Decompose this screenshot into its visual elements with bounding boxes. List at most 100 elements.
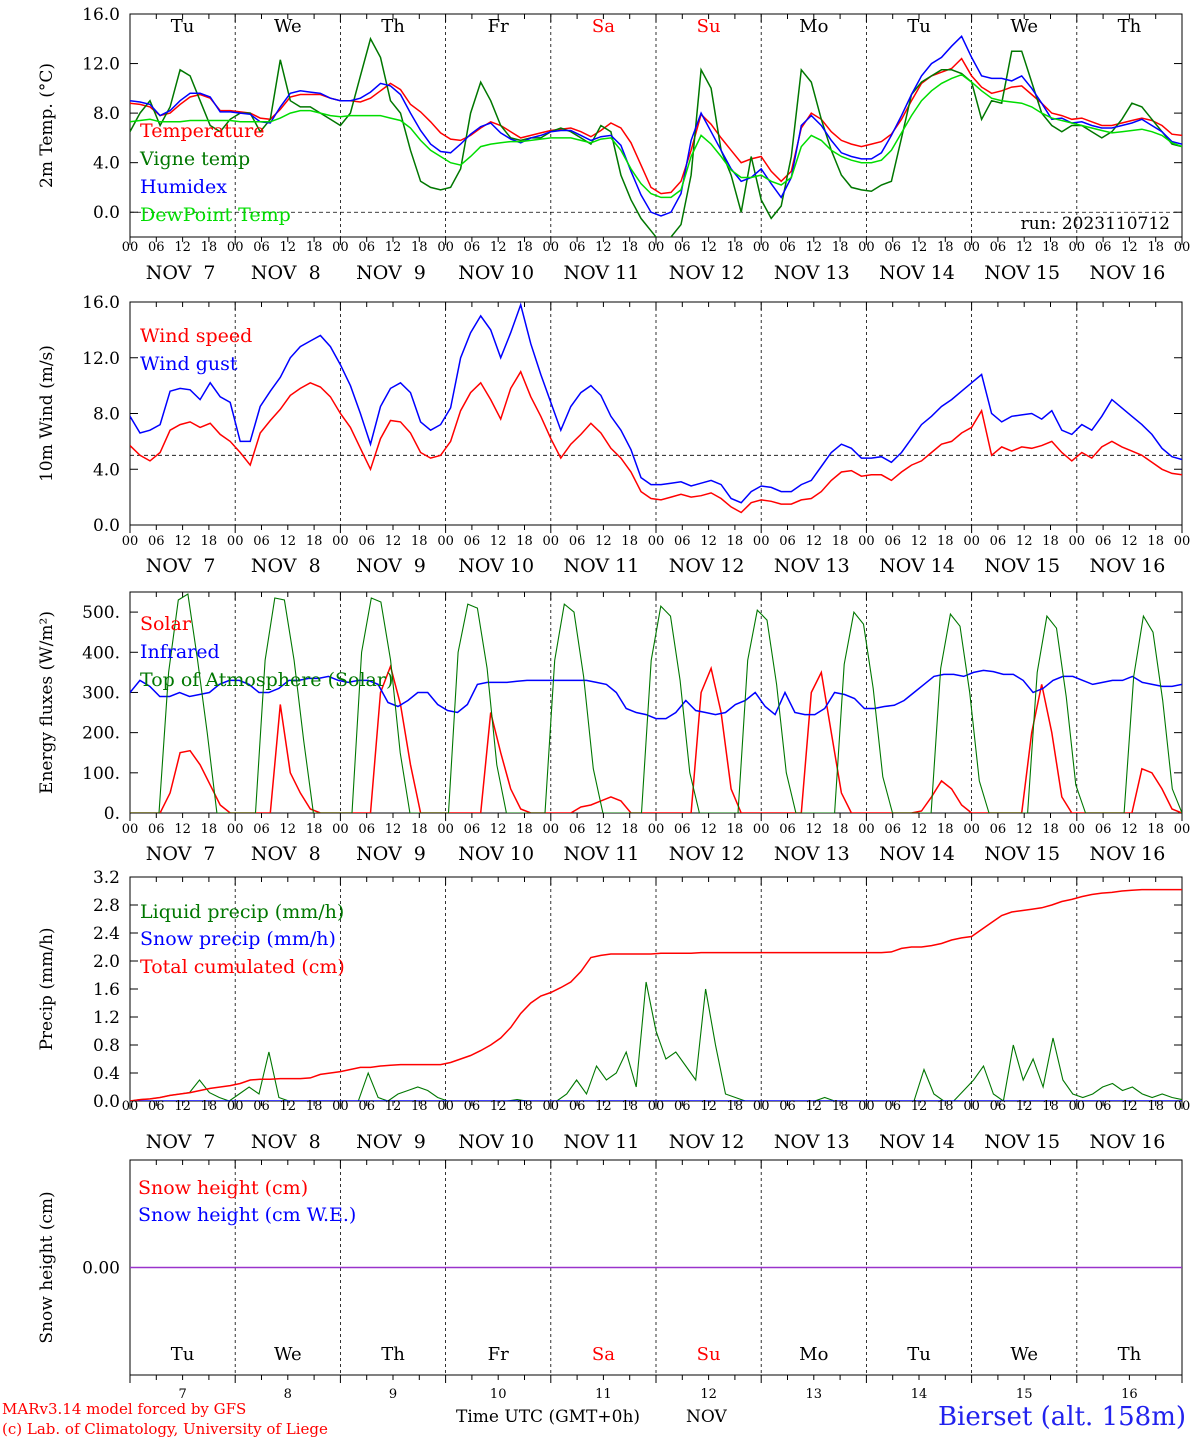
- y-tick-label: 3.2: [93, 868, 120, 888]
- date-label: NOV 9: [356, 1131, 426, 1153]
- hour-label: 06: [674, 822, 691, 837]
- date-label: NOV 11: [563, 843, 639, 865]
- hour-label: 06: [464, 534, 481, 549]
- hour-label: 00: [543, 534, 560, 549]
- hour-label: 06: [1095, 1099, 1112, 1114]
- date-label: NOV 8: [251, 555, 321, 577]
- hour-label: 06: [148, 822, 165, 837]
- x-axis-month: NOV: [686, 1407, 727, 1427]
- hour-label: 18: [516, 534, 533, 549]
- date-label: NOV 12: [669, 262, 745, 284]
- hour-label: 12: [806, 240, 823, 255]
- hour-label: 00: [332, 1099, 349, 1114]
- y-tick-label: 0.00: [82, 1259, 120, 1279]
- hour-label: 12: [700, 240, 717, 255]
- date-label: NOV 12: [669, 555, 745, 577]
- y-tick-label: 2.0: [93, 952, 120, 972]
- date-label: NOV 14: [879, 555, 955, 577]
- hour-label: 06: [358, 1099, 375, 1114]
- hour-label: 12: [595, 240, 612, 255]
- hour-label: 00: [122, 1099, 139, 1114]
- panel-precip-mm-h: 3.2 2.8 2.4 2.0 1.6 1.2 0.8 0.4 0.0 Precip (mm/h)…: [37, 868, 1190, 1153]
- day-of-week-label: We: [274, 1344, 302, 1365]
- y-tick-label: 0.0: [93, 1092, 120, 1112]
- day-number-label: 10: [490, 1387, 507, 1402]
- legend-liquid-precip-mm-h: Liquid precip (mm/h): [140, 901, 344, 923]
- y-axis-label: Energy fluxes (W/m²): [37, 611, 57, 794]
- day-of-week-label: Th: [381, 16, 405, 37]
- hour-label: 06: [674, 240, 691, 255]
- hour-label: 06: [884, 534, 901, 549]
- hour-label: 12: [595, 822, 612, 837]
- hour-label: 06: [569, 534, 586, 549]
- hour-label: 00: [437, 240, 454, 255]
- hour-label: 00: [332, 534, 349, 549]
- hour-label: 18: [1042, 822, 1059, 837]
- legend-snow-height-cm-w-e: Snow height (cm W.E.): [138, 1204, 356, 1226]
- hour-label: 00: [227, 1099, 244, 1114]
- y-tick-label: 2.8: [93, 896, 120, 916]
- hour-label: 12: [280, 240, 297, 255]
- hour-label: 00: [122, 822, 139, 837]
- hour-label: 12: [911, 534, 928, 549]
- y-axis-label: Snow height (cm): [37, 1191, 57, 1343]
- hour-label: 06: [148, 240, 165, 255]
- hour-label: 00: [648, 822, 665, 837]
- hour-label: 06: [464, 1099, 481, 1114]
- hour-label: 12: [490, 534, 507, 549]
- hour-label: 12: [280, 534, 297, 549]
- hour-label: 18: [727, 1099, 744, 1114]
- day-of-week-label: Tu: [171, 16, 195, 37]
- legend-wind-speed: Wind speed: [140, 325, 252, 347]
- day-number-label: 14: [911, 1387, 928, 1402]
- hour-label: 12: [1016, 1099, 1033, 1114]
- hour-label: 06: [990, 822, 1007, 837]
- hour-label: 00: [1069, 534, 1086, 549]
- date-label: NOV 10: [458, 262, 534, 284]
- y-axis-label: 2m Temp. (°C): [37, 63, 57, 188]
- hour-label: 12: [385, 1099, 402, 1114]
- hour-label: 12: [806, 1099, 823, 1114]
- hour-label: 18: [937, 1099, 954, 1114]
- hour-label: 18: [306, 240, 323, 255]
- legend-top-of-atmosphere-solar: Top of Atmosphere (Solar): [140, 669, 393, 691]
- hour-label: 06: [779, 534, 796, 549]
- date-label: NOV 15: [984, 1131, 1060, 1153]
- hour-label: 12: [911, 1099, 928, 1114]
- hour-label: 00: [753, 822, 770, 837]
- hour-label: 06: [1095, 240, 1112, 255]
- date-label: NOV 13: [774, 262, 850, 284]
- hour-label: 12: [174, 240, 191, 255]
- date-label: NOV 13: [774, 843, 850, 865]
- hour-label: 06: [569, 822, 586, 837]
- hour-label: 06: [779, 822, 796, 837]
- hour-label: 12: [1121, 534, 1138, 549]
- day-of-week-label: Tu: [907, 16, 931, 37]
- date-label: NOV 8: [251, 1131, 321, 1153]
- hour-label: 00: [963, 240, 980, 255]
- hour-label: 18: [516, 240, 533, 255]
- hour-label: 18: [937, 240, 954, 255]
- hour-label: 06: [253, 240, 270, 255]
- hour-label: 00: [648, 1099, 665, 1114]
- hour-label: 00: [543, 1099, 560, 1114]
- hour-label: 00: [858, 534, 875, 549]
- date-label: NOV 9: [356, 262, 426, 284]
- hour-label: 12: [595, 534, 612, 549]
- series-wind-gust: [130, 302, 1182, 504]
- hour-label: 00: [1069, 240, 1086, 255]
- hour-label: 00: [648, 534, 665, 549]
- hour-label: 18: [621, 1099, 638, 1114]
- day-of-week-label: Th: [381, 1344, 405, 1365]
- hour-label: 18: [411, 534, 428, 549]
- date-label: NOV 10: [458, 555, 534, 577]
- hour-label: 00: [963, 1099, 980, 1114]
- date-label: NOV 7: [146, 555, 216, 577]
- hour-label: 18: [201, 240, 218, 255]
- hour-label: 06: [148, 534, 165, 549]
- hour-label: 06: [569, 1099, 586, 1114]
- date-label: NOV 7: [146, 843, 216, 865]
- series-wind-speed: [130, 370, 1182, 514]
- hour-label: 12: [1121, 822, 1138, 837]
- date-label: NOV 8: [251, 262, 321, 284]
